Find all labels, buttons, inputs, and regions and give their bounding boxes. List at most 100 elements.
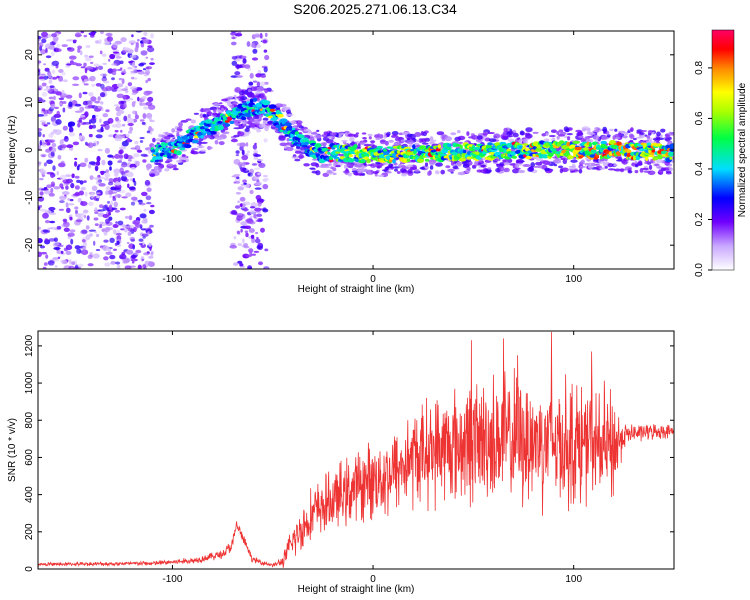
spectrogram-halo-mark xyxy=(221,98,229,102)
spectrogram-noise-mark xyxy=(121,196,128,199)
spectrogram-noise-mark xyxy=(40,251,48,255)
spectrogram-noise-mark xyxy=(63,182,67,186)
spectrogram-ridge-mark xyxy=(383,149,388,153)
spectrogram-noise-mark xyxy=(133,252,140,256)
spectrogram-halo-mark xyxy=(421,138,427,143)
spectrogram-ridge-mark xyxy=(494,151,502,156)
spectrogram-noise-mark xyxy=(82,239,86,243)
spectrogram-ytick-label: -20 xyxy=(24,238,35,253)
snr-xtick-label: -100 xyxy=(162,574,182,585)
spectrogram-noise-mark xyxy=(98,204,104,209)
spectrogram-noise-mark xyxy=(93,63,100,67)
spectrogram-noise-mark xyxy=(229,245,237,249)
spectrogram-noise-mark xyxy=(124,227,128,233)
spectrogram-noise-mark xyxy=(42,143,47,147)
spectrogram-noise-mark xyxy=(256,159,264,162)
spectrogram-halo-mark xyxy=(606,134,611,138)
spectrogram-halo-mark xyxy=(323,131,329,135)
spectrogram-halo-mark xyxy=(627,130,631,133)
spectrogram-noise-mark xyxy=(119,67,123,70)
spectrogram-noise-mark xyxy=(112,224,119,228)
spectrogram-noise-mark xyxy=(143,106,149,110)
spectrogram-noise-mark xyxy=(91,124,96,129)
spectrogram-ridge-mark xyxy=(671,144,674,149)
spectrogram-noise-mark xyxy=(148,255,154,259)
spectrogram-noise-mark xyxy=(148,242,152,247)
spectrogram-halo-mark xyxy=(377,133,381,138)
spectrogram-noise-mark xyxy=(149,62,155,65)
spectrogram-halo-mark xyxy=(265,123,272,126)
spectrogram-halo-mark xyxy=(190,119,196,124)
spectrogram-noise-mark xyxy=(96,155,101,162)
spectrogram-ridge-mark xyxy=(568,155,573,159)
spectrogram-ridge-mark xyxy=(511,155,517,159)
spectrogram-ridge-mark xyxy=(583,147,589,151)
spectrogram-noise-mark xyxy=(42,212,49,219)
spectrogram-noise-mark xyxy=(128,215,133,221)
spectrogram-noise-mark xyxy=(118,146,127,150)
spectrogram-halo-mark xyxy=(634,170,639,174)
spectrogram-noise-mark xyxy=(237,243,242,246)
snr-ytick-label: 200 xyxy=(24,523,35,540)
spectrogram-halo-mark xyxy=(253,119,260,125)
spectrogram-halo-mark xyxy=(575,129,582,133)
spectrogram-noise-mark xyxy=(38,114,45,117)
spectrogram-noise-mark xyxy=(121,140,129,147)
spectrogram-halo-mark xyxy=(311,170,318,174)
spectrogram-halo-mark xyxy=(621,159,628,165)
spectrogram-halo-mark xyxy=(636,129,643,133)
spectrogram-ridge-mark xyxy=(588,142,593,148)
spectrogram-halo-mark xyxy=(220,106,225,109)
spectrogram-noise-mark xyxy=(108,211,112,216)
spectrogram-noise-mark xyxy=(127,227,134,232)
spectrogram-halo-mark xyxy=(367,133,373,137)
spectrogram-halo-mark xyxy=(566,133,573,136)
spectrogram-noise-mark xyxy=(258,243,262,246)
spectrogram-noise-mark xyxy=(249,209,256,215)
spectrogram-ridge-mark xyxy=(269,108,276,112)
spectrogram-halo-mark xyxy=(353,173,359,176)
spectrogram-noise-mark xyxy=(120,164,128,168)
spectrogram-halo-mark xyxy=(487,132,495,134)
spectrogram-noise-mark xyxy=(131,254,136,260)
snr-ytick-label: 600 xyxy=(24,449,35,466)
snr-ytick-label: 400 xyxy=(24,486,35,503)
spectrogram-halo-mark xyxy=(668,132,674,136)
spectrogram-noise-mark xyxy=(141,233,149,237)
spectrogram-ridge-mark xyxy=(544,142,551,147)
spectrogram-noise-mark xyxy=(236,75,244,78)
spectrogram-halo-mark xyxy=(382,134,387,139)
spectrogram-ridge-mark xyxy=(288,125,293,129)
spectrogram-noise-mark xyxy=(134,140,139,145)
spectrogram-noise-mark xyxy=(97,96,101,101)
spectrogram-noise-mark xyxy=(45,48,48,53)
spectrogram-noise-mark xyxy=(254,187,262,190)
spectrogram-halo-mark xyxy=(237,131,245,137)
spectrogram-noise-mark xyxy=(83,62,87,67)
spectrogram-halo-mark xyxy=(375,137,381,140)
spectrogram-noise-mark xyxy=(148,209,155,215)
spectrogram-noise-mark xyxy=(63,227,70,232)
spectrogram-noise-mark xyxy=(58,208,64,211)
spectrogram-noise-mark xyxy=(260,74,267,78)
spectrogram-noise-mark xyxy=(241,154,249,161)
spectrogram-halo-mark xyxy=(221,131,230,135)
spectrogram-halo-mark xyxy=(215,137,224,140)
spectrogram-ridge-mark xyxy=(192,139,199,144)
spectrogram-halo-mark xyxy=(580,137,585,143)
spectrogram-noise-mark xyxy=(233,262,239,266)
spectrogram-noise-mark xyxy=(99,223,103,229)
spectrogram-halo-mark xyxy=(419,166,426,170)
spectrogram-noise-mark xyxy=(95,134,103,139)
spectrogram-noise-mark xyxy=(56,43,60,49)
spectrogram-halo-mark xyxy=(242,121,246,125)
spectrogram-noise-mark xyxy=(83,83,89,86)
spectrogram-noise-mark xyxy=(103,41,111,46)
spectrogram-halo-mark xyxy=(200,141,208,144)
spectrogram-noise-mark xyxy=(125,134,130,137)
spectrogram-halo-mark xyxy=(326,169,333,174)
spectrogram-halo-mark xyxy=(312,158,318,161)
colorbar: 0.0 0.2 0.4 0.6 0.8 Normalized spectral ampl… xyxy=(694,29,748,277)
spectrogram-noise-mark xyxy=(83,34,88,38)
spectrogram-noise-mark xyxy=(66,207,71,213)
